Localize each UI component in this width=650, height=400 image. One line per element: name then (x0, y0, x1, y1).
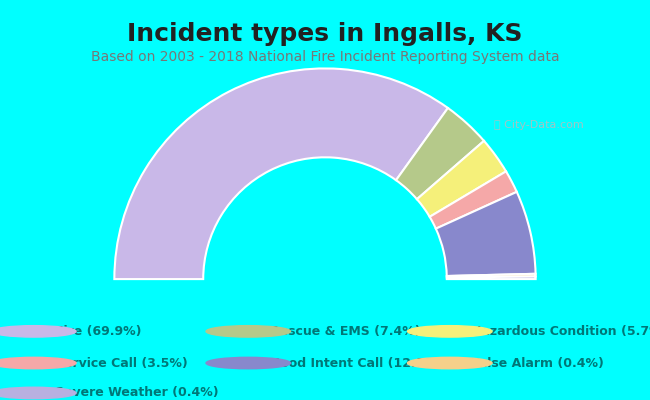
Circle shape (0, 357, 76, 369)
Text: Service Call (3.5%): Service Call (3.5%) (55, 356, 188, 370)
Wedge shape (430, 171, 517, 229)
Text: ⓘ City-Data.com: ⓘ City-Data.com (494, 120, 584, 130)
Wedge shape (114, 68, 448, 279)
Wedge shape (447, 276, 536, 279)
Circle shape (0, 326, 76, 337)
Circle shape (0, 387, 76, 399)
Text: Hazardous Condition (5.7%): Hazardous Condition (5.7%) (471, 325, 650, 338)
Text: Based on 2003 - 2018 National Fire Incident Reporting System data: Based on 2003 - 2018 National Fire Incid… (91, 50, 559, 64)
Text: Fire (69.9%): Fire (69.9%) (55, 325, 142, 338)
Wedge shape (436, 192, 536, 276)
Wedge shape (396, 108, 484, 199)
Text: Incident types in Ingalls, KS: Incident types in Ingalls, KS (127, 22, 523, 46)
Circle shape (206, 357, 291, 369)
Wedge shape (447, 274, 536, 278)
Text: Good Intent Call (12.8%): Good Intent Call (12.8%) (270, 356, 443, 370)
Circle shape (408, 326, 492, 337)
Text: False Alarm (0.4%): False Alarm (0.4%) (471, 356, 604, 370)
Text: Rescue & EMS (7.4%): Rescue & EMS (7.4%) (270, 325, 421, 338)
Circle shape (408, 357, 492, 369)
Text: Severe Weather (0.4%): Severe Weather (0.4%) (55, 386, 219, 400)
Wedge shape (417, 141, 506, 217)
Circle shape (206, 326, 291, 337)
